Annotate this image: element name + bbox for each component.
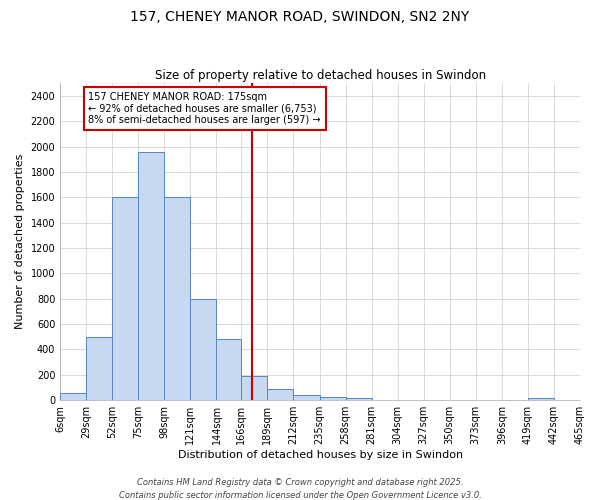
X-axis label: Distribution of detached houses by size in Swindon: Distribution of detached houses by size … [178,450,463,460]
Bar [164,198,190,400]
Bar [268,390,293,400]
Bar [528,398,554,400]
Bar [190,299,217,400]
Bar [60,392,86,400]
Bar [217,340,241,400]
Text: 157 CHENEY MANOR ROAD: 175sqm
← 92% of detached houses are smaller (6,753)
8% of: 157 CHENEY MANOR ROAD: 175sqm ← 92% of d… [88,92,321,125]
Bar [346,398,371,400]
Bar [139,152,164,400]
Title: Size of property relative to detached houses in Swindon: Size of property relative to detached ho… [155,69,485,82]
Bar [320,397,346,400]
Text: 157, CHENEY MANOR ROAD, SWINDON, SN2 2NY: 157, CHENEY MANOR ROAD, SWINDON, SN2 2NY [130,10,470,24]
Bar [86,337,112,400]
Text: Contains HM Land Registry data © Crown copyright and database right 2025.
Contai: Contains HM Land Registry data © Crown c… [119,478,481,500]
Bar [112,198,139,400]
Bar [241,376,268,400]
Bar [293,394,320,400]
Y-axis label: Number of detached properties: Number of detached properties [15,154,25,330]
